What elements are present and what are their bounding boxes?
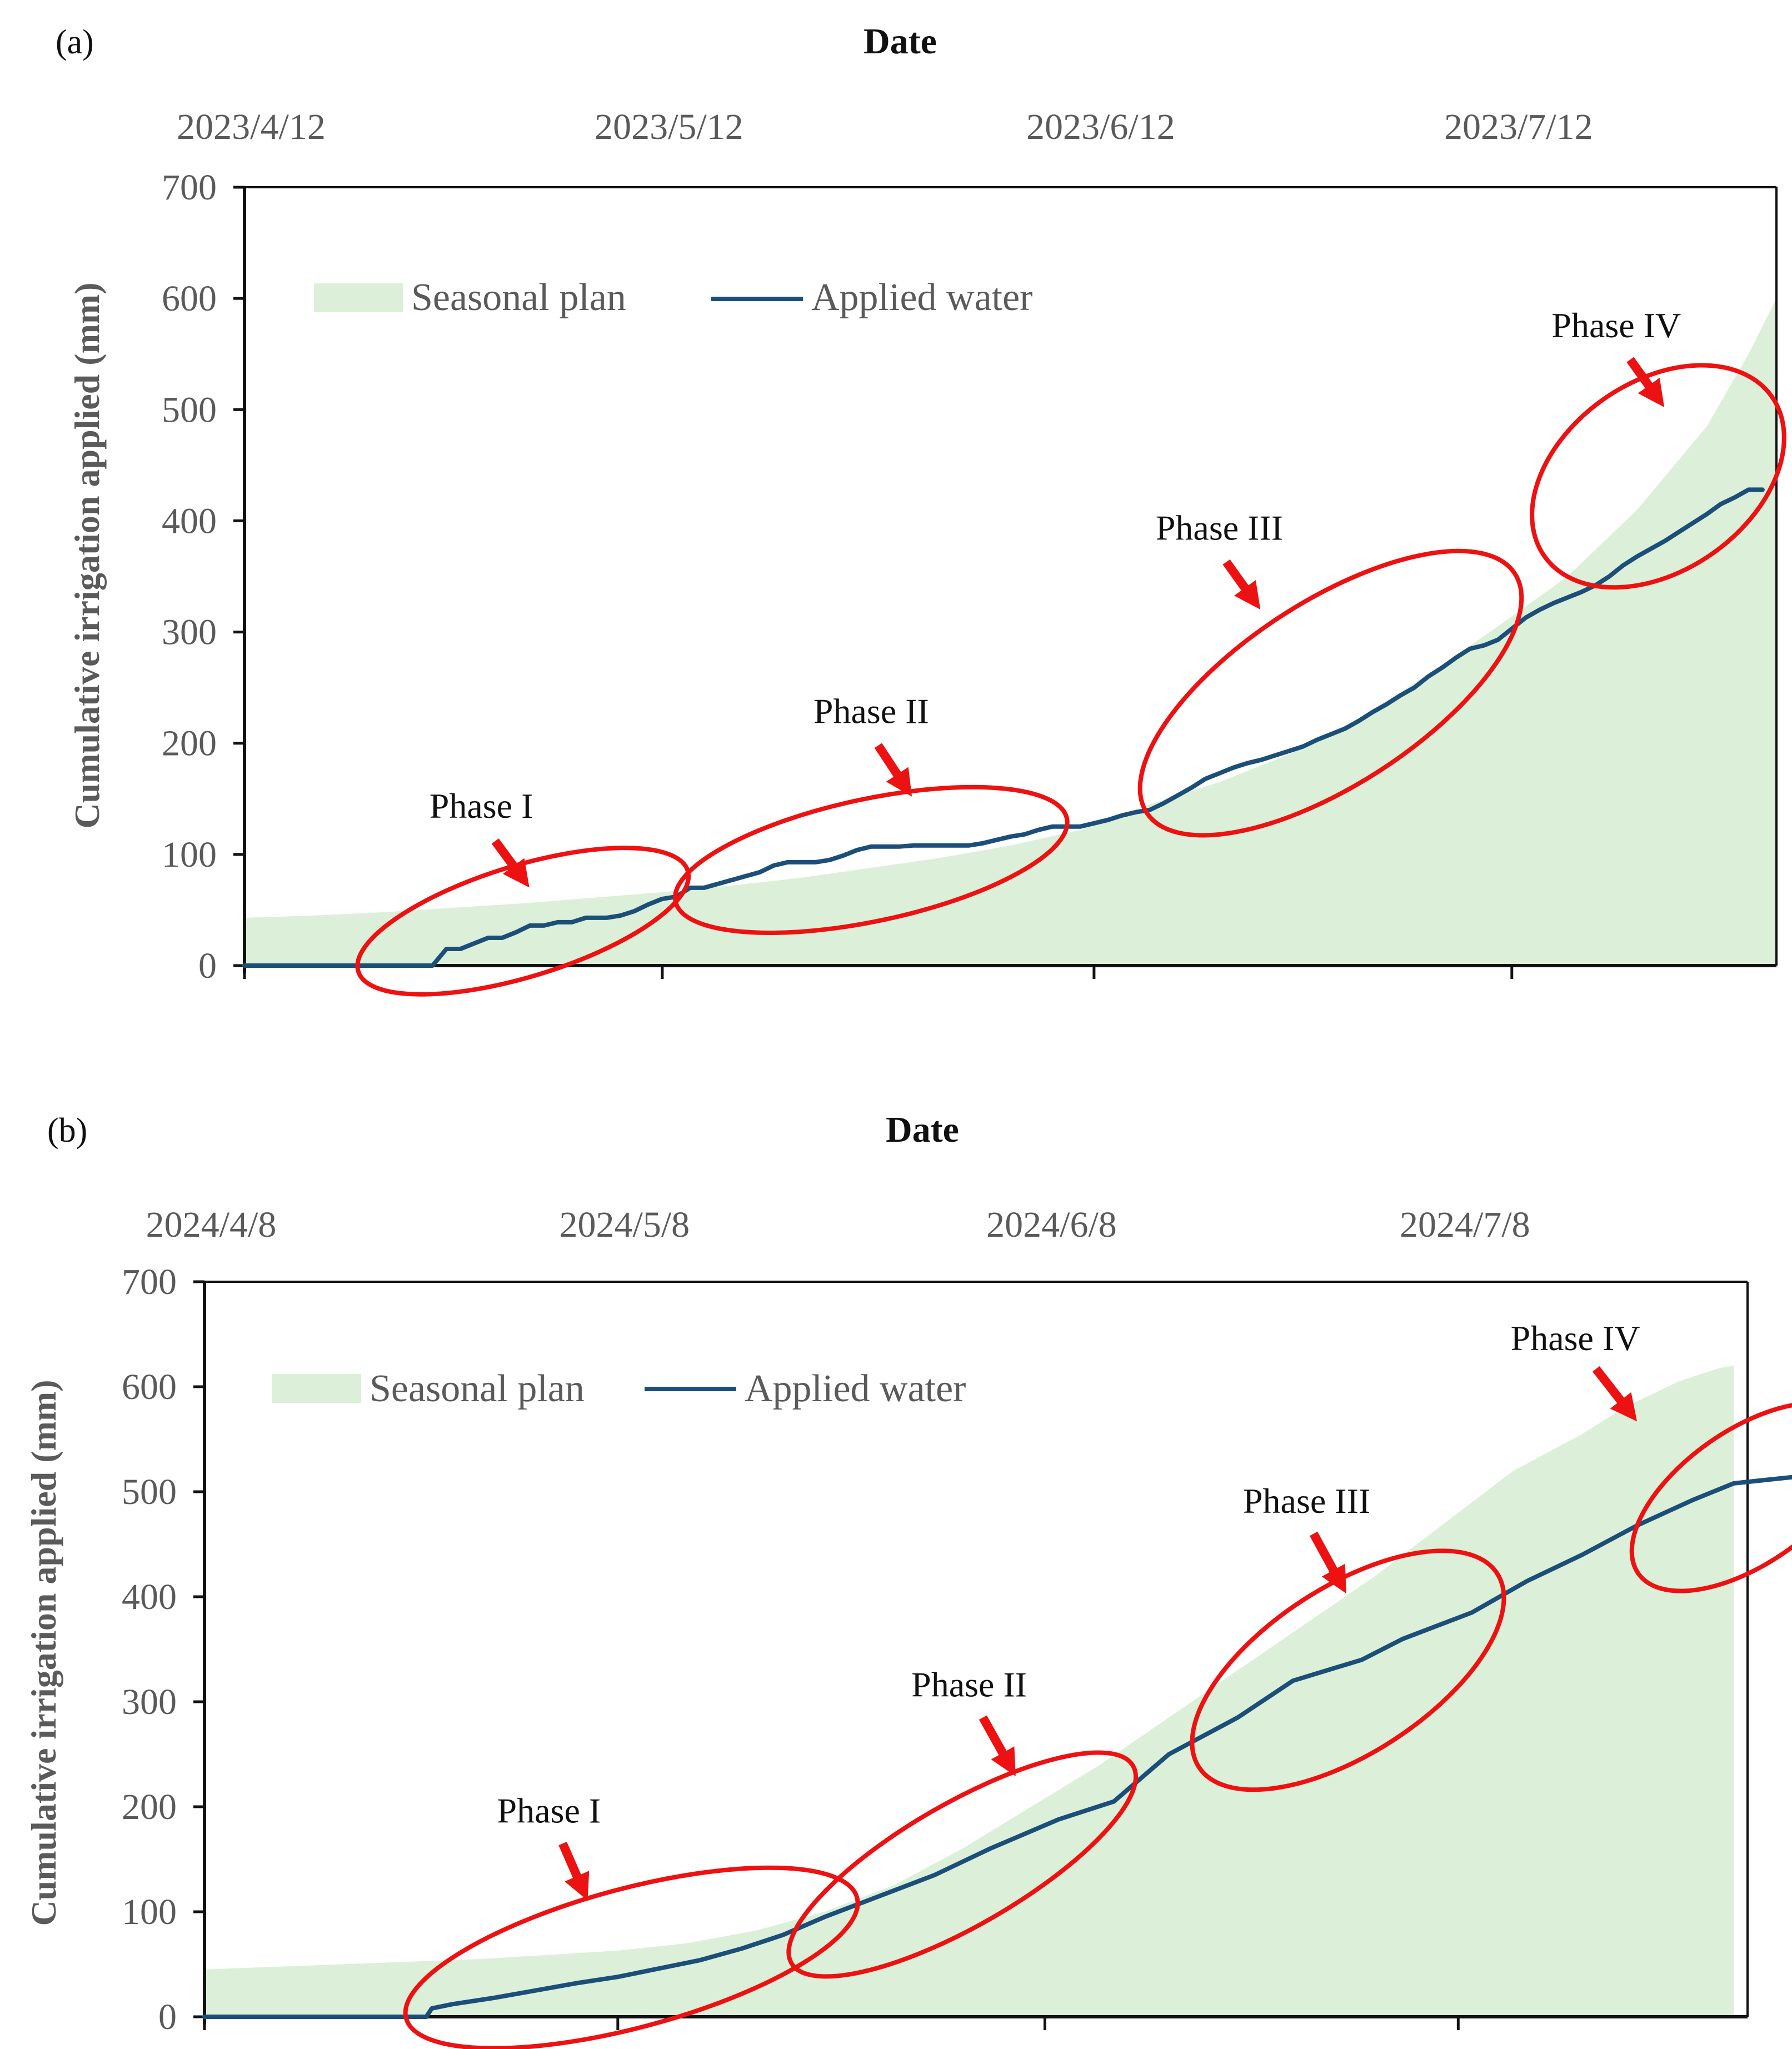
y-tick-label: 0 <box>158 1997 177 2037</box>
applied-water-line-a <box>242 487 1765 968</box>
panel-label-b: (b) <box>47 1112 87 1150</box>
y-tick-label: 600 <box>162 278 217 319</box>
y-tick-label: 500 <box>162 389 217 430</box>
date-tick-label: 2023/4/12 <box>177 107 326 147</box>
date-tick-labels-b: 2024/4/8 2024/5/8 2024/6/8 2024/7/8 <box>146 1205 1530 1245</box>
phase-arrow <box>1222 559 1261 610</box>
date-tick-label: 2024/6/8 <box>986 1205 1117 1245</box>
legend-label-plan: Seasonal plan <box>411 276 626 319</box>
x-axis-b <box>203 1281 1749 2030</box>
phase-label: Phase IV <box>1511 1318 1640 1358</box>
phase-label: Phase III <box>1156 508 1283 547</box>
phase-arrow <box>491 838 530 888</box>
date-tick-label: 2023/6/12 <box>1026 107 1175 147</box>
phase-arrow <box>979 1715 1016 1776</box>
legend-swatch-plan <box>314 283 403 312</box>
y-tick-label: 300 <box>162 612 217 653</box>
phase-arrow <box>874 743 912 797</box>
y-tick-label: 300 <box>122 1682 177 1722</box>
phase-label: Phase I <box>430 786 533 826</box>
phase-ellipse <box>403 1865 860 2049</box>
x-axis-a <box>243 186 1778 979</box>
phase-ellipse <box>672 784 1070 935</box>
date-tick-label: 2024/5/8 <box>559 1205 690 1245</box>
phase-arrow <box>1592 1366 1638 1422</box>
phase-label: Phase I <box>497 1791 601 1830</box>
panel-b: (b) Date 2024/4/8 2024/5/8 2024/6/8 2024… <box>24 1110 1792 2049</box>
phase-arrow <box>558 1841 590 1901</box>
applied-water-line-b <box>202 1475 1792 2019</box>
y-tick-label: 600 <box>122 1367 177 1407</box>
date-tick-label: 2024/7/8 <box>1400 1205 1530 1245</box>
y-axis-b: 0 100 200 300 400 500 600 700 <box>122 1262 206 2037</box>
y-tick-label: 500 <box>122 1472 177 1512</box>
legend-b: Seasonal plan Applied water <box>272 1367 966 1410</box>
phase-label: Phase II <box>911 1665 1027 1705</box>
y-tick-label: 700 <box>122 1262 177 1302</box>
phase-ellipse <box>1137 548 1524 838</box>
y-axis-a: 0 100 200 300 400 500 600 700 <box>162 167 246 986</box>
legend-label-applied: Applied water <box>811 276 1032 319</box>
legend-label-applied: Applied water <box>745 1367 966 1410</box>
y-tick-label: 400 <box>162 501 217 541</box>
phase-ellipse <box>1629 1401 1792 1593</box>
seasonal-plan-area-a <box>244 298 1776 966</box>
y-tick-label: 200 <box>122 1787 177 1827</box>
x-axis-title-b: Date <box>886 1110 959 1150</box>
date-tick-labels-a: 2023/4/12 2023/5/12 2023/6/12 2023/7/12 <box>177 107 1593 147</box>
phase-ellipse <box>786 1750 1139 1979</box>
y-axis-title-a: Cumulative irrigation applied (mm) <box>67 282 107 828</box>
phase-annotations-b: Phase I Phase II Phase III Phase IV <box>403 1318 1792 2049</box>
y-tick-label: 400 <box>122 1577 177 1617</box>
y-axis-title-b: Cumulative irrigation applied (mm) <box>24 1380 63 1926</box>
y-tick-label: 700 <box>162 167 217 208</box>
panel-label-a: (a) <box>56 23 94 61</box>
phase-label: Phase III <box>1243 1481 1370 1521</box>
phase-ellipse <box>1530 363 1786 590</box>
date-tick-label: 2024/4/8 <box>146 1205 277 1245</box>
y-tick-label: 0 <box>198 946 217 986</box>
y-tick-label: 100 <box>162 834 217 875</box>
phase-ellipse <box>1190 1548 1506 1792</box>
legend-swatch-plan <box>272 1374 361 1403</box>
phase-arrow <box>1309 1531 1346 1594</box>
phase-label: Phase IV <box>1551 306 1681 345</box>
legend-a: Seasonal plan Applied water <box>314 276 1032 319</box>
date-tick-label: 2023/5/12 <box>595 107 743 147</box>
date-tick-label: 2023/7/12 <box>1444 107 1593 147</box>
y-tick-label: 100 <box>122 1892 177 1932</box>
seasonal-plan-area-b <box>204 1366 1734 2017</box>
legend-label-plan: Seasonal plan <box>370 1367 585 1410</box>
phase-arrow <box>1626 357 1665 407</box>
phase-annotations-a: Phase I Phase II Phase III Phase IV <box>355 306 1786 997</box>
y-tick-label: 200 <box>162 723 217 764</box>
x-axis-title-a: Date <box>863 21 937 62</box>
panel-a: (a) Date 2023/4/12 2023/5/12 2023/6/12 2… <box>56 21 1786 997</box>
phase-label: Phase II <box>813 692 929 731</box>
